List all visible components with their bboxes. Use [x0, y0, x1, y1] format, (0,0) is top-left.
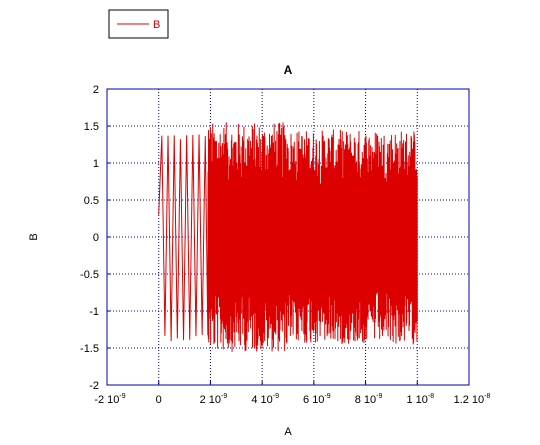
- y-tick-label: 2: [93, 84, 99, 96]
- y-tick-label: 0.5: [84, 195, 99, 207]
- chart-title: A: [284, 63, 293, 77]
- y-tick-label: 0: [93, 232, 99, 244]
- y-tick-label: -2: [89, 380, 99, 392]
- y-tick-label: 1: [93, 158, 99, 170]
- x-tick-label: 6 10-9: [303, 393, 331, 406]
- y-tick-label: -0.5: [80, 269, 99, 281]
- x-tick-label: 0: [156, 394, 162, 406]
- series-line-b: [158, 122, 418, 353]
- x-tick-label: 1 10-8: [406, 393, 434, 406]
- y-tick-label: 1.5: [84, 121, 99, 133]
- series-layer: [158, 122, 418, 353]
- x-tick-label: 8 10-9: [355, 393, 383, 406]
- y-tick-label: -1.5: [80, 343, 99, 355]
- legend-label-b: B: [153, 19, 160, 31]
- tick-layer: -2 10-9 0 2 10-9 4 10-9 6 10-9 8 10-9 1 10-8 1.…: [80, 84, 490, 406]
- legend: B: [108, 9, 169, 39]
- y-axis-label: B: [28, 233, 40, 240]
- x-tick-label: 4 10-9: [251, 393, 279, 406]
- x-tick-label: -2 10-9: [94, 393, 125, 406]
- y-tick-label: -1: [89, 306, 99, 318]
- x-tick-label: 1.2 10-8: [454, 393, 491, 406]
- x-axis-label: A: [284, 426, 292, 438]
- x-tick-label: 2 10-9: [200, 393, 228, 406]
